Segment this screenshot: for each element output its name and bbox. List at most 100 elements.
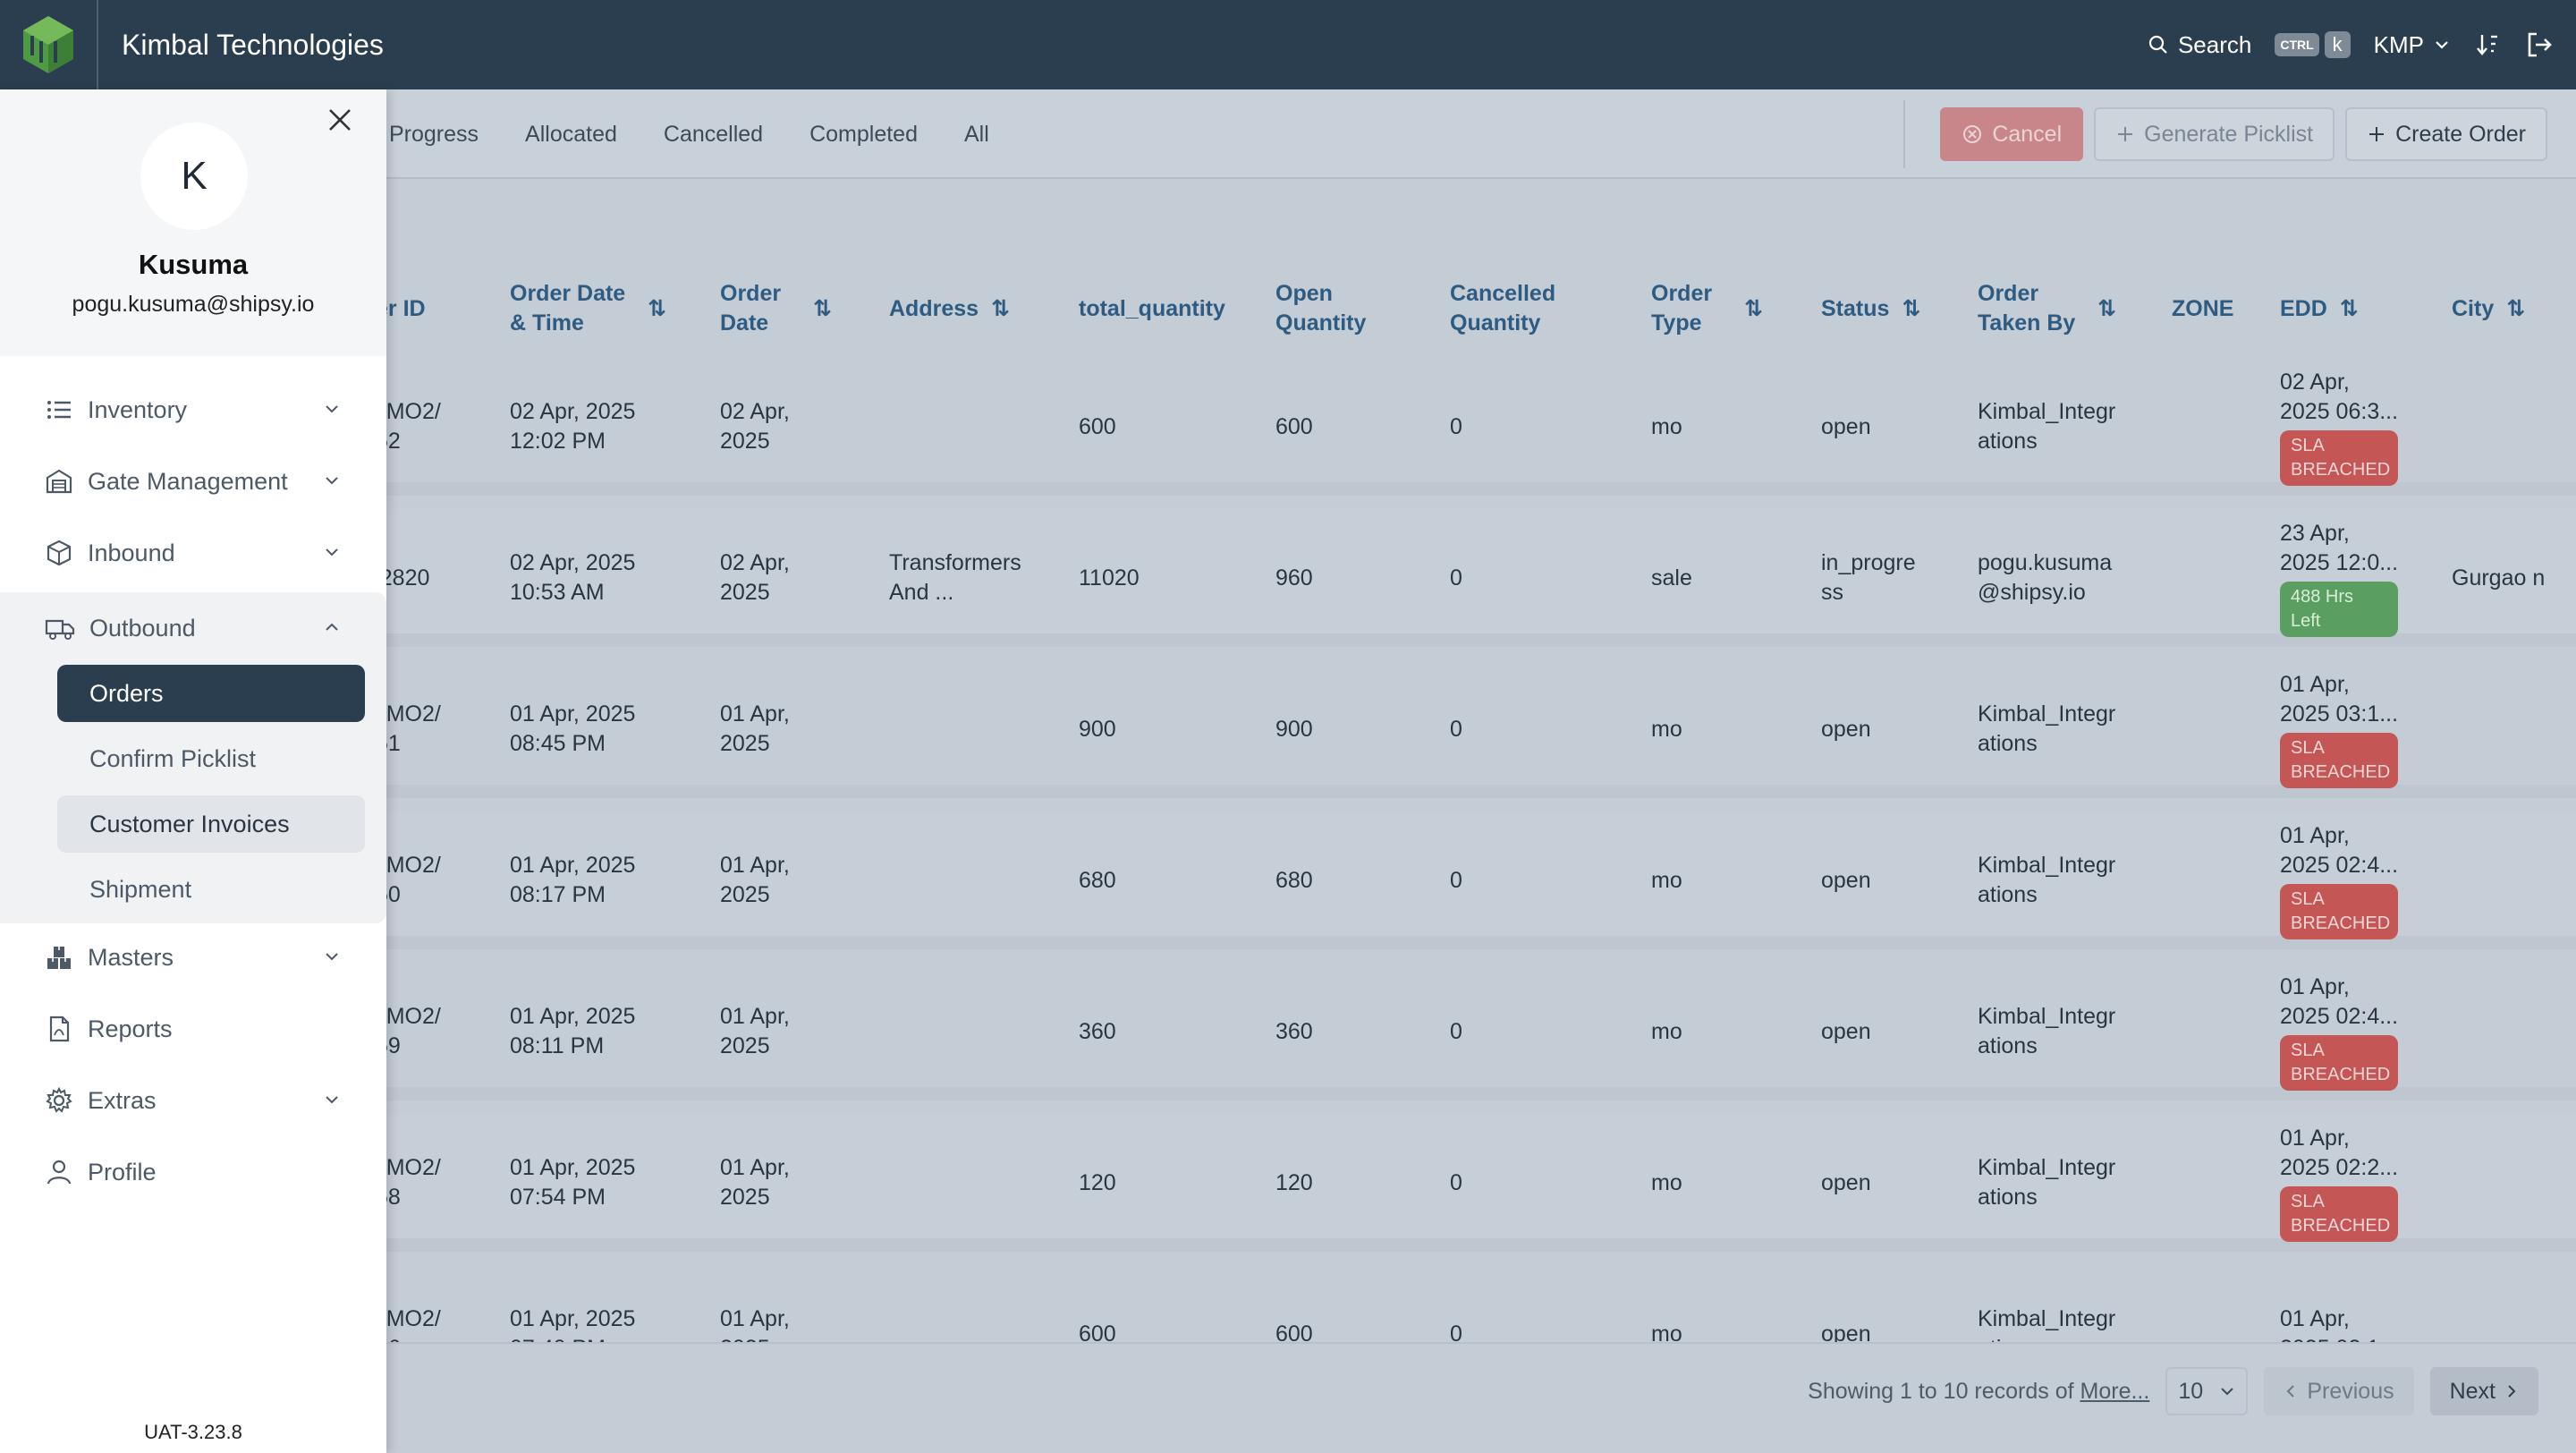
tab-allocated[interactable]: Allocated: [525, 121, 617, 147]
sidebar-item-inbound[interactable]: Inbound: [0, 517, 386, 589]
cell-total-quantity: 360: [1079, 1018, 1116, 1044]
previous-button[interactable]: Previous: [2264, 1367, 2414, 1415]
app-logo[interactable]: [0, 0, 98, 89]
sidebar-item-extras[interactable]: Extras: [0, 1065, 386, 1136]
sidebar-item-gate-management[interactable]: Gate Management: [0, 446, 386, 517]
col-address[interactable]: Address ⇅: [889, 259, 1032, 358]
cell-date: 01 Apr, 2025: [720, 1004, 790, 1058]
top-header: Kimbal Technologies Search CTRL k KMP: [0, 0, 2576, 89]
more-link[interactable]: More...: [2080, 1378, 2150, 1404]
table-row[interactable]: '/MO2/ 58 01 Apr, 2025 07:54 PM 01 Apr, …: [0, 1114, 2576, 1252]
cell-edd: 02 Apr, 2025 06:3... SLA BREACHED: [2280, 358, 2405, 496]
chevron-down-icon: [326, 548, 338, 557]
cell-status: open: [1821, 1169, 1871, 1195]
col-status[interactable]: Status ⇅: [1821, 259, 1964, 358]
create-order-button[interactable]: Create Order: [2345, 107, 2547, 161]
logout-icon: [2528, 32, 2552, 57]
cell-datetime: 02 Apr, 2025 10:53 AM: [510, 550, 636, 605]
tab-cancelled[interactable]: Cancelled: [663, 121, 764, 147]
search-button[interactable]: Search: [2148, 31, 2251, 59]
close-sidebar-button[interactable]: [326, 106, 354, 139]
sidebar-subitem-orders[interactable]: Orders: [57, 665, 365, 722]
sort-icon: ⇅: [1902, 295, 1921, 321]
tab-all[interactable]: All: [964, 121, 989, 147]
cell-city: [2452, 963, 2550, 1100]
brand-name: Kimbal Technologies: [122, 28, 384, 61]
col-edd[interactable]: EDD ⇅: [2280, 259, 2387, 358]
cell-edd: 01 Apr, 2025 02:4... SLA BREACHED: [2280, 811, 2405, 949]
cell-order-type: mo: [1651, 413, 1682, 439]
chevron-down-icon: [2221, 1388, 2234, 1396]
cell-order-type: mo: [1651, 867, 1682, 893]
table-row[interactable]: '/MO2/ 51 01 Apr, 2025 08:45 PM 01 Apr, …: [0, 660, 2576, 798]
cell-city: [2452, 1114, 2550, 1252]
tab-in-progress[interactable]: Progress: [389, 121, 479, 147]
cell-order-id[interactable]: '/MO2/ 59: [376, 1004, 441, 1058]
sidebar-item-label: Outbound: [89, 614, 196, 642]
cell-date: 01 Apr, 2025: [720, 853, 790, 907]
table-row[interactable]: '/MO2/ 59 01 Apr, 2025 08:11 PM 01 Apr, …: [0, 963, 2576, 1100]
sla-badge: SLA BREACHED: [2280, 884, 2398, 939]
cell-order-id[interactable]: '/MO2/ 58: [376, 1155, 441, 1210]
table-row[interactable]: '2820 02 Apr, 2025 10:53 AM 02 Apr, 2025…: [0, 509, 2576, 647]
col-city[interactable]: City ⇅: [2452, 259, 2559, 358]
table-row[interactable]: '/MO2/ 56 01 Apr, 2025 07:40 PM 01 Apr, …: [0, 1265, 2576, 1342]
cell-order-id[interactable]: '/MO2/ 56: [376, 1306, 441, 1342]
sidebar-item-masters[interactable]: Masters: [0, 922, 386, 993]
cell-date: 02 Apr, 2025: [720, 399, 790, 454]
tab-completed[interactable]: Completed: [809, 121, 918, 147]
col-order-id[interactable]: er ID: [376, 295, 426, 321]
shortcut-ctrl: CTRL: [2275, 33, 2319, 56]
cell-total-quantity: 120: [1079, 1169, 1116, 1195]
next-label: Next: [2449, 1378, 2496, 1404]
cell-total-quantity: 600: [1079, 413, 1116, 439]
logout-button[interactable]: [2524, 30, 2555, 60]
sidebar-item-reports[interactable]: Reports: [0, 993, 386, 1065]
sort-button[interactable]: [2474, 31, 2501, 58]
cell-address: Transformers And ...: [889, 550, 1021, 605]
sidebar-subitem-confirm-picklist[interactable]: Confirm Picklist: [89, 744, 257, 772]
cell-zone: [2172, 1114, 2261, 1252]
cell-datetime: 01 Apr, 2025 08:17 PM: [510, 853, 636, 907]
cell-order-id[interactable]: '/MO2/ 52: [376, 399, 441, 454]
cell-zone: [2172, 660, 2261, 798]
sidebar-item-label: Inventory: [88, 395, 188, 423]
plus-icon: [2118, 127, 2133, 141]
chevron-left-icon: [2286, 1385, 2295, 1398]
cell-edd: 01 Apr, 2025 02:2... SLA BREACHED: [2280, 1114, 2405, 1252]
col-order-datetime[interactable]: Order Date & Time ⇅: [510, 281, 666, 336]
sidebar-subitem-customer-invoices[interactable]: Customer Invoices: [57, 795, 365, 853]
edd-date: 01 Apr, 2025 02:2...: [2280, 1126, 2399, 1180]
close-icon: [329, 109, 351, 131]
chevron-down-icon: [326, 953, 338, 961]
edd-date: 02 Apr, 2025 06:3...: [2280, 370, 2399, 424]
sidebar-item-inventory[interactable]: Inventory: [0, 374, 386, 446]
status-tabs: Progress Allocated Cancelled Completed A…: [389, 89, 989, 179]
cell-order-id[interactable]: '2820: [376, 565, 430, 591]
sort-icon: ⇅: [2506, 295, 2526, 321]
table-row[interactable]: '/MO2/ 50 01 Apr, 2025 08:17 PM 01 Apr, …: [0, 811, 2576, 949]
sidebar-item-label: Extras: [88, 1086, 157, 1114]
col-order-taken-by[interactable]: Order Taken By ⇅: [1978, 281, 2116, 336]
cell-open-quantity: 600: [1275, 1321, 1313, 1343]
cancel-button[interactable]: Cancel: [1940, 107, 2084, 161]
gear-icon: [46, 1086, 72, 1113]
cell-order-id[interactable]: '/MO2/ 51: [376, 701, 441, 756]
cell-city: [2452, 358, 2550, 496]
sidebar-item-profile[interactable]: Profile: [0, 1136, 386, 1208]
cell-total-quantity: 680: [1079, 867, 1116, 893]
cell-order-id[interactable]: '/MO2/ 50: [376, 853, 441, 907]
table-row[interactable]: '/MO2/ 52 02 Apr, 2025 12:02 PM 02 Apr, …: [0, 358, 2576, 496]
generate-picklist-button[interactable]: Generate Picklist: [2094, 107, 2335, 161]
sidebar-group-outbound: Outbound Orders Confirm Picklist Custome…: [0, 592, 386, 923]
sidebar-subitem-shipment[interactable]: Shipment: [89, 875, 192, 903]
sidebar-item-outbound[interactable]: Outbound: [0, 592, 386, 664]
cell-date: 01 Apr, 2025: [720, 1306, 790, 1342]
col-order-date[interactable]: Order Date ⇅: [720, 281, 832, 336]
cell-order-type: mo: [1651, 1169, 1682, 1195]
next-button[interactable]: Next: [2429, 1367, 2538, 1415]
org-selector[interactable]: KMP: [2374, 31, 2451, 59]
col-order-type[interactable]: Order Type ⇅: [1651, 281, 1763, 336]
page-size-select[interactable]: 10: [2165, 1367, 2249, 1415]
cell-date: 01 Apr, 2025: [720, 1155, 790, 1210]
